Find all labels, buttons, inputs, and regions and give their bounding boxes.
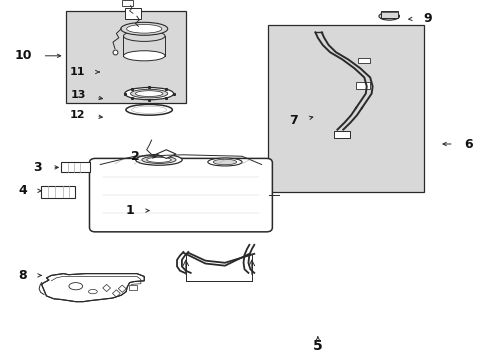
Ellipse shape [69, 283, 82, 290]
FancyBboxPatch shape [41, 186, 75, 198]
Polygon shape [156, 150, 176, 158]
Text: 9: 9 [422, 12, 431, 24]
Polygon shape [112, 290, 120, 297]
Ellipse shape [142, 156, 176, 163]
Ellipse shape [123, 31, 164, 41]
FancyBboxPatch shape [267, 25, 424, 192]
Ellipse shape [378, 12, 399, 20]
FancyBboxPatch shape [356, 82, 369, 89]
Ellipse shape [213, 159, 236, 165]
Text: 6: 6 [464, 138, 472, 150]
Ellipse shape [126, 104, 172, 115]
Ellipse shape [88, 289, 97, 294]
Ellipse shape [124, 87, 173, 100]
FancyBboxPatch shape [334, 131, 349, 138]
FancyBboxPatch shape [122, 0, 133, 6]
Ellipse shape [130, 89, 167, 98]
Text: 7: 7 [289, 114, 298, 127]
FancyBboxPatch shape [124, 8, 141, 19]
Ellipse shape [135, 91, 163, 96]
Polygon shape [118, 285, 126, 292]
Polygon shape [102, 284, 110, 292]
Ellipse shape [382, 13, 395, 18]
Ellipse shape [207, 158, 242, 166]
Ellipse shape [131, 106, 166, 113]
Text: 11: 11 [70, 67, 85, 77]
Text: 5: 5 [312, 339, 322, 352]
Text: 10: 10 [14, 49, 32, 62]
Text: 2: 2 [130, 150, 139, 163]
FancyBboxPatch shape [61, 162, 90, 172]
Ellipse shape [126, 24, 162, 33]
Text: 1: 1 [125, 204, 134, 217]
FancyBboxPatch shape [357, 58, 369, 63]
FancyBboxPatch shape [89, 158, 272, 232]
Text: 3: 3 [33, 161, 41, 174]
Text: 13: 13 [70, 90, 85, 100]
FancyBboxPatch shape [129, 285, 137, 290]
Text: 8: 8 [18, 269, 27, 282]
Ellipse shape [136, 154, 182, 165]
Text: 4: 4 [18, 184, 27, 197]
Ellipse shape [146, 157, 171, 162]
Ellipse shape [121, 22, 167, 35]
Text: 12: 12 [70, 110, 85, 120]
Polygon shape [41, 274, 144, 302]
FancyBboxPatch shape [66, 11, 185, 103]
Ellipse shape [123, 51, 164, 61]
FancyBboxPatch shape [380, 11, 397, 18]
